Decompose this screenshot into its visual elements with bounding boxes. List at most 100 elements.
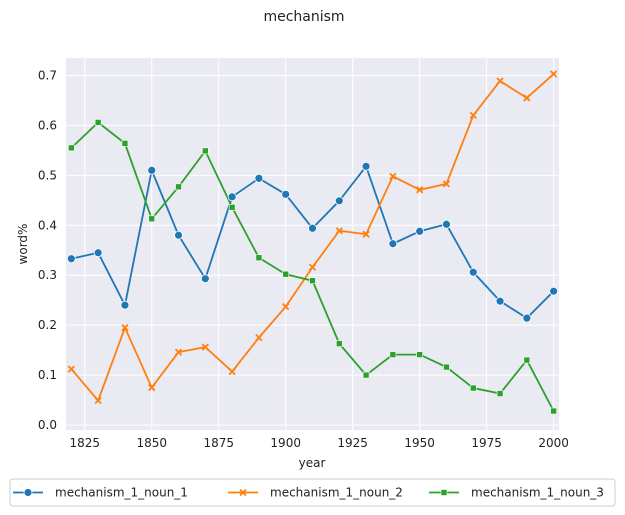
marker-stroke: [335, 227, 343, 235]
data-point-2: [389, 172, 397, 180]
x-tick-label: 2000: [538, 436, 569, 450]
data-point-2: [416, 186, 424, 194]
data-point-2: [121, 324, 129, 332]
marker-stroke: [282, 303, 290, 311]
x-tick-labels: 1825 1850 1875 1900 1925 1950 1975 2000: [69, 436, 568, 450]
data-point-2: [148, 383, 156, 392]
data-point-1: [388, 239, 398, 249]
data-point-2: [67, 365, 75, 373]
data-point-2: [282, 303, 290, 311]
data-point-3: [523, 356, 531, 364]
y-tick-label: 0.7: [38, 68, 57, 82]
marker-stroke: [442, 180, 451, 188]
data-point-1: [93, 248, 103, 258]
data-point-2: [255, 333, 263, 342]
marker-stroke: [416, 186, 424, 194]
data-point-2: [442, 180, 451, 188]
marker-stroke: [174, 348, 183, 356]
data-point-3: [255, 254, 263, 262]
legend-label-1: mechanism_1_noun_1: [55, 486, 188, 500]
data-point-1: [415, 226, 425, 236]
data-point-1: [468, 267, 478, 277]
data-point-1: [281, 189, 291, 199]
data-point-3: [121, 140, 129, 147]
data-point-1: [120, 300, 130, 310]
marker-stroke: [94, 396, 102, 405]
legend-label-3: mechanism_1_noun_3: [471, 486, 604, 500]
data-point-1: [200, 274, 210, 284]
x-tick-label: 1900: [270, 436, 301, 450]
data-point-1: [147, 165, 157, 175]
data-point-1: [174, 230, 183, 240]
y-tick-label: 0.1: [38, 368, 57, 382]
x-tick-label: 1825: [69, 436, 100, 450]
data-point-1: [442, 219, 451, 229]
data-point-2: [335, 227, 343, 235]
y-axis-label: word%: [16, 224, 30, 265]
marker-stroke: [389, 172, 397, 180]
marker-stroke: [523, 94, 531, 102]
y-tick-label: 0.3: [38, 268, 57, 282]
data-point-2: [362, 230, 370, 238]
data-point-3: [68, 144, 75, 152]
legend-marker-1: [23, 488, 33, 497]
y-tick-label: 0.0: [38, 418, 57, 432]
x-tick-label: 1875: [203, 436, 234, 450]
chart-title: mechanism: [263, 9, 344, 25]
series-markers: [66, 70, 559, 415]
marker-stroke: [67, 365, 75, 373]
data-point-3: [228, 203, 236, 211]
data-point-3: [550, 407, 557, 415]
data-point-2: [496, 77, 504, 85]
x-tick-label: 1850: [136, 436, 167, 450]
marker-stroke: [148, 383, 156, 392]
data-point-1: [308, 223, 317, 233]
data-point-2: [308, 263, 317, 271]
data-point-1: [334, 196, 344, 206]
x-tick-label: 1975: [471, 436, 502, 450]
data-point-2: [523, 94, 531, 102]
marker-stroke: [308, 263, 317, 271]
x-axis-label: year: [299, 456, 326, 470]
data-point-1: [495, 296, 505, 306]
data-point-3: [309, 277, 316, 285]
data-point-3: [282, 270, 290, 278]
data-point-3: [443, 363, 450, 371]
marker-stroke: [496, 77, 504, 85]
data-point-1: [361, 161, 371, 171]
data-point-2: [550, 70, 558, 78]
grid: [66, 58, 559, 430]
data-point-2: [174, 348, 183, 356]
data-point-2: [94, 396, 102, 405]
y-tick-label: 0.2: [38, 318, 57, 332]
marker-stroke: [121, 324, 129, 332]
marker-stroke: [550, 70, 558, 78]
y-tick-labels: 0.0 0.1 0.2 0.3 0.4 0.5 0.6 0.7: [38, 68, 57, 432]
marker-stroke: [201, 343, 209, 351]
data-point-3: [362, 371, 370, 379]
data-point-1: [66, 254, 76, 264]
marker-stroke: [469, 111, 477, 120]
y-tick-label: 0.5: [38, 168, 57, 182]
marker-stroke: [239, 488, 247, 497]
data-point-3: [469, 384, 477, 392]
data-point-3: [335, 340, 343, 347]
legend-box: [9, 478, 616, 507]
x-tick-label: 1925: [337, 436, 368, 450]
y-tick-label: 0.6: [38, 118, 57, 132]
marker-stroke: [255, 333, 263, 342]
data-point-1: [549, 286, 559, 296]
data-point-2: [469, 111, 477, 120]
data-point-3: [416, 351, 423, 358]
data-point-3: [148, 215, 156, 223]
legend-marker-3: [440, 489, 448, 496]
marker-stroke: [362, 230, 370, 238]
legend-label-2: mechanism_1_noun_2: [270, 486, 403, 500]
legend: mechanism_1_noun_1 mechanism_1_noun_2 mech…: [9, 478, 616, 507]
data-point-3: [496, 390, 504, 397]
data-point-3: [389, 351, 397, 358]
marker-stroke: [228, 367, 236, 376]
data-point-3: [94, 119, 102, 126]
legend-marker-2: [239, 488, 247, 497]
